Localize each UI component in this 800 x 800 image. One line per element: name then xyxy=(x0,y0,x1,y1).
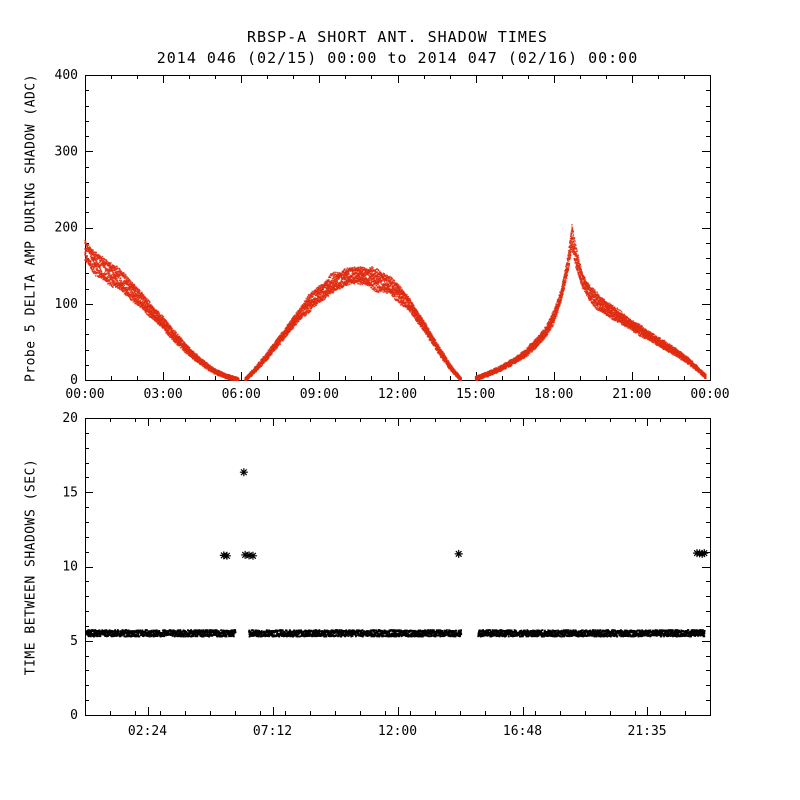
top-panel-ylabel: Probe 5 DELTA AMP DURING SHADOW (ADC) xyxy=(23,73,39,383)
bottom-panel-ylabel: TIME BETWEEN SHADOWS (SEC) xyxy=(23,458,39,676)
chart-subtitle: 2014 046 (02/15) 00:00 to 2014 047 (02/1… xyxy=(156,49,639,67)
chart-title: RBSP-A SHORT ANT. SHADOW TIMES xyxy=(247,28,548,46)
